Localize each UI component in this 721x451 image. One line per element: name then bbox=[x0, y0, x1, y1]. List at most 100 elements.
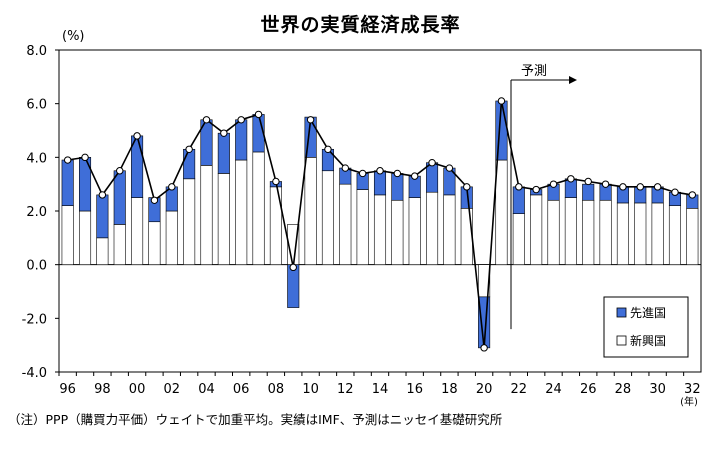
x-tick-label: 04 bbox=[198, 382, 215, 397]
world-growth-point bbox=[428, 159, 436, 167]
world-growth-point bbox=[393, 169, 402, 178]
bar-emerging bbox=[61, 205, 74, 265]
chart-title: 世界の実質経済成長率 bbox=[260, 14, 461, 36]
world-growth-point bbox=[671, 188, 679, 196]
world-growth-point bbox=[549, 180, 558, 188]
world-growth-point bbox=[272, 177, 280, 186]
world-growth-point bbox=[567, 175, 575, 183]
world-growth-point bbox=[411, 172, 419, 180]
world-growth-point bbox=[81, 153, 89, 162]
legend-box bbox=[603, 296, 689, 358]
world-growth-point bbox=[202, 116, 211, 124]
y-unit-label: (%) bbox=[62, 29, 85, 44]
bar-emerging bbox=[686, 208, 699, 265]
x-tick-label: 24 bbox=[545, 382, 562, 397]
world-growth-point bbox=[584, 177, 592, 186]
bar-advanced bbox=[235, 119, 248, 161]
bar-emerging bbox=[235, 159, 248, 265]
bar-advanced bbox=[252, 114, 265, 153]
bar-emerging bbox=[391, 199, 404, 265]
world-growth-point bbox=[480, 344, 488, 352]
bar-advanced bbox=[61, 159, 74, 206]
world-growth-point bbox=[150, 196, 159, 204]
bar-emerging bbox=[373, 194, 387, 265]
y-tick-label: 2.0 bbox=[26, 205, 47, 220]
bar-emerging bbox=[651, 202, 664, 265]
footnote: （注）PPP（購買力平価）ウェイトで加重平均。実績はIMF、予測はニッセイ基礎研… bbox=[8, 412, 503, 427]
bar-advanced bbox=[183, 148, 196, 180]
world-growth-point bbox=[445, 164, 454, 172]
bar-emerging bbox=[443, 194, 456, 265]
world-growth-point bbox=[376, 167, 384, 175]
bar-emerging bbox=[165, 210, 178, 265]
bar-emerging bbox=[426, 191, 439, 265]
bar-emerging bbox=[356, 189, 369, 265]
bar-emerging bbox=[79, 210, 92, 265]
x-tick-label: 08 bbox=[268, 382, 285, 397]
world-growth-point bbox=[220, 129, 228, 137]
x-tick-label: 26 bbox=[580, 382, 597, 397]
legend-swatch-emerging bbox=[616, 335, 627, 346]
x-tick-label: 18 bbox=[441, 382, 458, 397]
bar-emerging bbox=[495, 159, 508, 265]
world-growth-point bbox=[63, 156, 72, 164]
y-tick-label: 0.0 bbox=[26, 259, 47, 274]
world-growth-point bbox=[133, 132, 141, 140]
world-growth-point bbox=[688, 191, 697, 199]
x-tick-label: 30 bbox=[649, 382, 666, 397]
bar-emerging bbox=[512, 213, 525, 265]
bar-emerging bbox=[668, 205, 681, 265]
bar-advanced bbox=[512, 186, 525, 214]
y-tick-label: 4.0 bbox=[26, 151, 47, 166]
bar-emerging bbox=[217, 173, 230, 265]
bar-emerging bbox=[200, 165, 213, 265]
x-tick-label: 20 bbox=[476, 382, 493, 397]
bar-emerging bbox=[616, 202, 629, 265]
bar-emerging bbox=[113, 224, 126, 265]
bar-advanced bbox=[582, 183, 595, 201]
x-tick-label: 00 bbox=[129, 382, 146, 397]
world-growth-point bbox=[515, 183, 523, 191]
world-growth-point bbox=[601, 180, 610, 188]
y-tick-label: 8.0 bbox=[26, 44, 47, 59]
world-growth-point bbox=[324, 145, 332, 153]
x-tick-label: 22 bbox=[511, 382, 528, 397]
world-growth-point bbox=[237, 116, 245, 124]
bar-emerging bbox=[183, 178, 196, 265]
world-growth-point bbox=[463, 183, 471, 191]
world-growth-point bbox=[653, 183, 662, 191]
x-tick-label: 28 bbox=[615, 382, 632, 397]
forecast-arrow-head bbox=[569, 76, 578, 84]
bar-emerging bbox=[96, 237, 109, 265]
world-growth-point bbox=[289, 263, 297, 272]
y-tick-label: -4.0 bbox=[22, 366, 47, 381]
y-tick-label: 6.0 bbox=[26, 98, 47, 113]
bar-emerging bbox=[339, 183, 352, 265]
x-tick-label: 32 bbox=[684, 382, 701, 397]
bar-emerging bbox=[321, 170, 334, 265]
bar-emerging bbox=[304, 157, 317, 265]
x-tick-label: 14 bbox=[372, 382, 389, 397]
bar-emerging bbox=[148, 221, 161, 265]
bar-advanced bbox=[426, 162, 439, 193]
bar-emerging bbox=[547, 199, 560, 265]
world-growth-point bbox=[636, 183, 644, 191]
bar-emerging bbox=[599, 199, 612, 265]
bar-emerging bbox=[131, 197, 144, 265]
legend-label-emerging: 新興国 bbox=[630, 333, 666, 348]
world-growth-point bbox=[532, 185, 540, 194]
world-growth-point bbox=[358, 169, 367, 178]
legend-label-advanced: 先進国 bbox=[630, 306, 666, 320]
world-growth-point bbox=[341, 164, 349, 172]
forecast-label: 予測 bbox=[521, 64, 547, 79]
world-growth-point bbox=[168, 183, 176, 191]
world-growth-point bbox=[185, 145, 193, 153]
bar-emerging bbox=[252, 151, 265, 265]
world-growth-point bbox=[254, 110, 263, 119]
x-tick-label: 12 bbox=[337, 382, 354, 397]
world-growth-point bbox=[98, 191, 107, 199]
bar-emerging bbox=[530, 194, 543, 265]
world-growth-point bbox=[619, 183, 627, 191]
world-growth-point bbox=[306, 116, 315, 124]
